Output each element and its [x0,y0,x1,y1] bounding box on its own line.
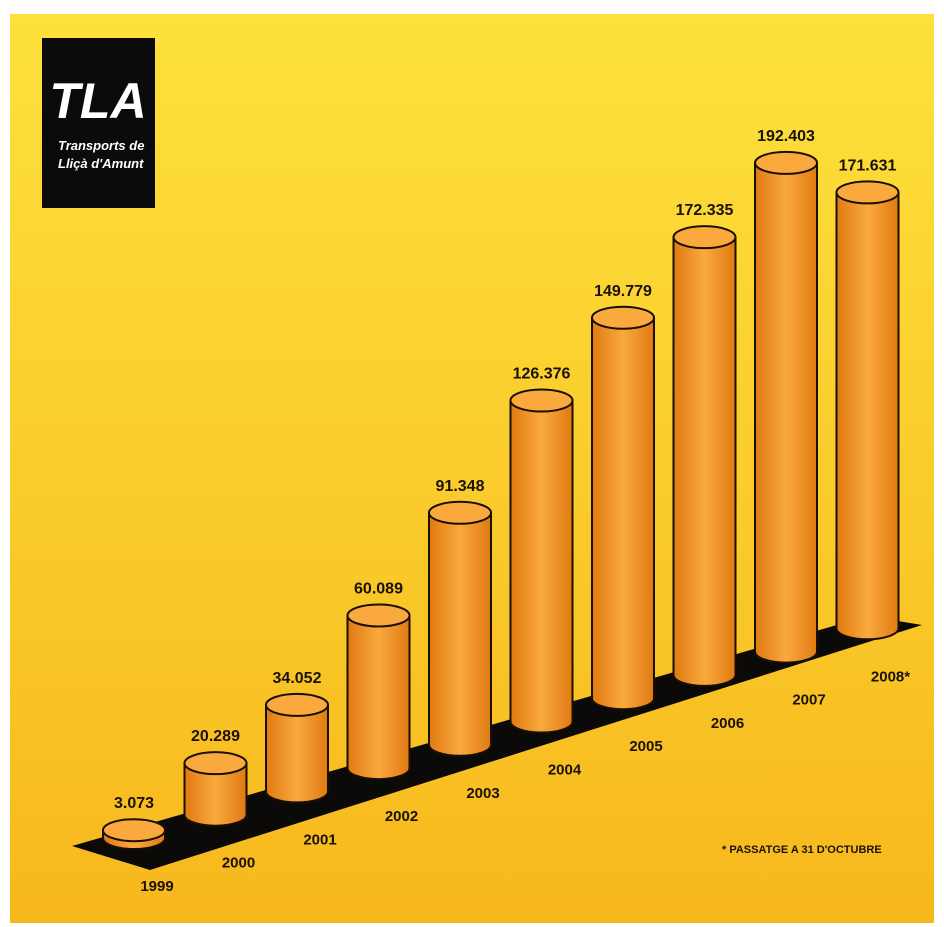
bar-cylinder-top [183,751,248,776]
x-tick-label: 2001 [303,831,336,848]
bar-value-label: 149.779 [594,283,652,300]
bar-value-label: 172.335 [676,202,734,219]
bar-cylinder-top [102,818,166,843]
bar-cylinder [428,500,492,757]
bar-cylinder [265,692,329,804]
logo-line-2: Lliçà d'Amunt [58,156,144,171]
bar-cylinder-top [265,692,329,717]
logo-background [42,38,155,208]
bar-cylinder-top [591,305,655,330]
bar-cylinder-body [754,161,818,664]
bar-value-label: 3.073 [114,795,154,812]
bar-value-label: 60.089 [354,580,403,597]
x-tick-label: 2004 [548,762,582,779]
bar-value-label: 192.403 [757,128,815,145]
bar-cylinder [183,751,248,827]
bar-cylinder-body [672,236,737,687]
bar-cylinder-top [835,180,900,205]
logo-line-1: Transports de [58,138,144,153]
bar-value-label: 171.631 [839,157,897,174]
bar-value-label: 91.348 [436,478,485,495]
bar-cylinder-top [754,150,818,175]
bar-cylinder-top [509,388,574,413]
bar-cylinder [509,388,574,734]
bar-cylinder [591,305,655,711]
x-tick-label: 1999 [140,878,173,895]
bar-cylinder-body [835,191,900,641]
bar-cylinder [754,150,818,664]
bar-cylinder [835,180,900,641]
x-tick-label: 2005 [629,738,662,755]
bar-cylinder-body [183,762,248,827]
x-tick-label: 2008* [871,668,910,685]
x-tick-label: 2003 [466,785,499,802]
bar-cylinder [346,603,411,781]
x-tick-label: 2002 [385,808,418,825]
bar-value-label: 126.376 [513,366,571,383]
bar-cylinder [672,225,737,687]
footnote: * PASSATGE A 31 D'OCTUBRE [722,844,882,856]
logo-mark: TLA [49,73,146,129]
bar-value-label: 20.289 [191,728,240,745]
bar-cylinder-body [509,399,574,734]
x-tick-label: 2007 [792,692,825,709]
bar-cylinder [102,818,166,850]
bar-cylinder-body [346,614,411,781]
bar-cylinder-top [672,225,737,250]
logo: TLA Transports de Lliçà d'Amunt [42,38,155,208]
x-tick-label: 2006 [711,715,744,732]
bar-cylinder-body [591,316,655,711]
bar-cylinder-body [265,703,329,804]
bar-value-label: 34.052 [273,670,322,687]
bar-cylinder-body [428,511,492,757]
x-tick-label: 2000 [222,855,255,872]
bar-cylinder-top [428,500,492,525]
bar-cylinder-top [346,603,411,628]
